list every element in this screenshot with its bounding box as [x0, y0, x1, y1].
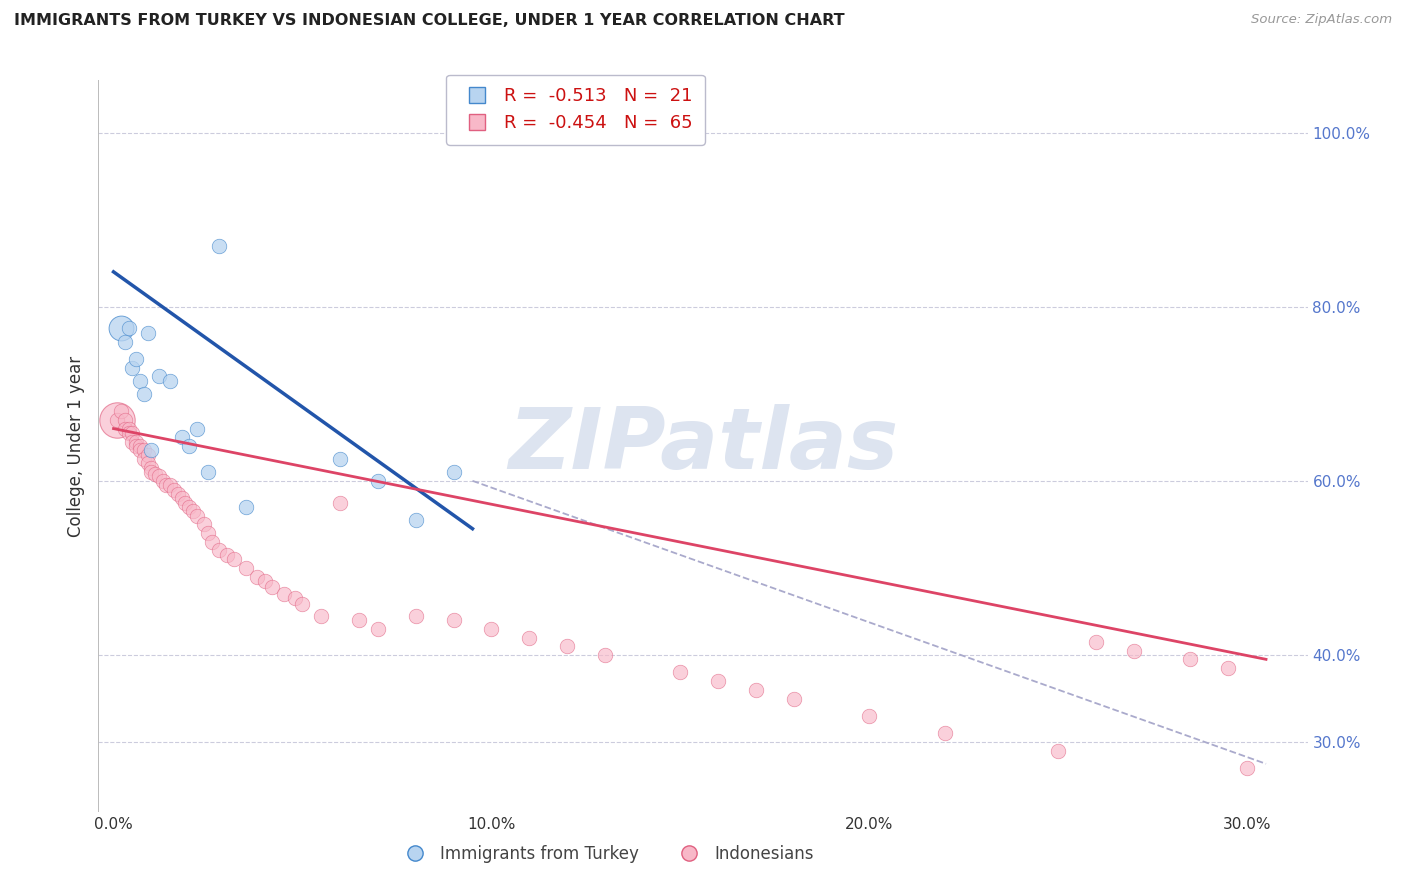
Point	[235, 500, 257, 514]
Point	[593, 648, 616, 662]
Point	[405, 513, 427, 527]
Point	[367, 622, 389, 636]
Point	[1180, 652, 1202, 666]
Point	[125, 351, 148, 366]
Point	[1085, 635, 1108, 649]
Point	[136, 448, 159, 462]
Point	[858, 709, 880, 723]
Point	[105, 413, 128, 427]
Point	[707, 674, 730, 689]
Point	[934, 726, 956, 740]
Point	[235, 561, 257, 575]
Point	[110, 321, 132, 335]
Point	[132, 443, 155, 458]
Point	[179, 500, 201, 514]
Point	[208, 543, 231, 558]
Point	[181, 504, 204, 518]
Point	[517, 631, 540, 645]
Point	[118, 321, 141, 335]
Point	[159, 374, 181, 388]
Point	[163, 483, 186, 497]
Point	[284, 591, 307, 606]
Point	[141, 443, 163, 458]
Point	[114, 413, 136, 427]
Point	[129, 439, 152, 453]
Point	[201, 534, 224, 549]
Point	[179, 439, 201, 453]
Point	[186, 421, 208, 435]
Text: ZIPatlas: ZIPatlas	[508, 404, 898, 488]
Point	[311, 608, 333, 623]
Point	[186, 508, 208, 523]
Point	[166, 487, 188, 501]
Point	[329, 452, 352, 467]
Point	[132, 452, 155, 467]
Point	[443, 465, 465, 479]
Point	[253, 574, 276, 588]
Point	[114, 421, 136, 435]
Point	[155, 478, 177, 492]
Point	[783, 691, 806, 706]
Point	[148, 369, 170, 384]
Point	[246, 569, 269, 583]
Point	[129, 443, 152, 458]
Point	[125, 434, 148, 449]
Point	[105, 413, 128, 427]
Point	[197, 465, 219, 479]
Point	[129, 374, 152, 388]
Point	[273, 587, 295, 601]
Point	[114, 334, 136, 349]
Point	[121, 434, 143, 449]
Point	[555, 640, 578, 654]
Point	[481, 622, 503, 636]
Point	[197, 526, 219, 541]
Point	[121, 360, 143, 375]
Point	[215, 548, 238, 562]
Point	[118, 421, 141, 435]
Point	[262, 580, 284, 594]
Point	[143, 467, 166, 481]
Point	[170, 491, 193, 506]
Point	[152, 474, 174, 488]
Point	[669, 665, 692, 680]
Point	[443, 613, 465, 627]
Text: Source: ZipAtlas.com: Source: ZipAtlas.com	[1251, 13, 1392, 27]
Point	[224, 552, 246, 566]
Point	[141, 465, 163, 479]
Point	[1122, 643, 1144, 657]
Point	[141, 460, 163, 475]
Point	[148, 469, 170, 483]
Point	[132, 386, 155, 401]
Point	[1218, 661, 1240, 675]
Point	[1236, 761, 1258, 775]
Point	[291, 598, 314, 612]
Point	[193, 517, 215, 532]
Legend: Immigrants from Turkey, Indonesians: Immigrants from Turkey, Indonesians	[392, 838, 821, 869]
Point	[329, 495, 352, 509]
Point	[118, 425, 141, 440]
Point	[174, 495, 197, 509]
Point	[159, 478, 181, 492]
Point	[136, 326, 159, 340]
Y-axis label: College, Under 1 year: College, Under 1 year	[66, 355, 84, 537]
Point	[1047, 744, 1070, 758]
Point	[367, 474, 389, 488]
Point	[170, 430, 193, 444]
Point	[121, 425, 143, 440]
Text: IMMIGRANTS FROM TURKEY VS INDONESIAN COLLEGE, UNDER 1 YEAR CORRELATION CHART: IMMIGRANTS FROM TURKEY VS INDONESIAN COL…	[14, 13, 845, 29]
Point	[347, 613, 370, 627]
Point	[208, 238, 231, 252]
Point	[405, 608, 427, 623]
Point	[745, 682, 768, 697]
Point	[125, 439, 148, 453]
Point	[110, 404, 132, 418]
Point	[136, 457, 159, 471]
